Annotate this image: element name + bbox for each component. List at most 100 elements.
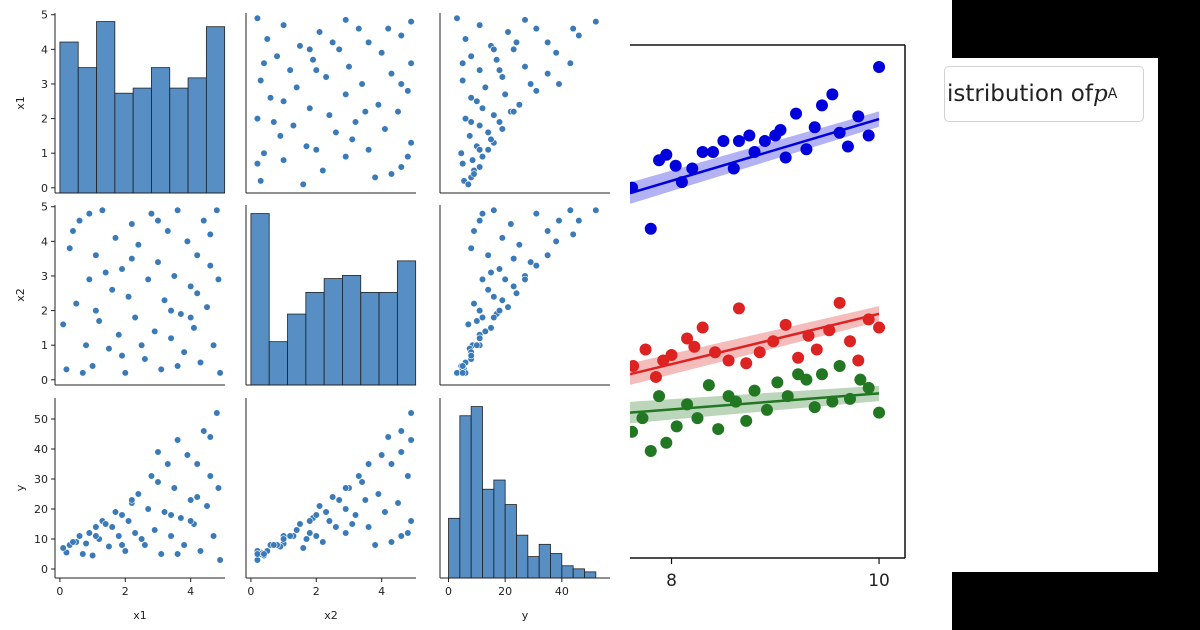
data-point	[833, 126, 846, 139]
scatter-point	[342, 16, 350, 24]
series-0	[630, 60, 886, 235]
scatter-point	[404, 87, 412, 95]
scatter-point	[507, 220, 515, 228]
scatter-point	[319, 166, 327, 175]
scatter-point	[387, 170, 396, 178]
scatter-point	[253, 556, 262, 564]
histogram-bar	[493, 479, 506, 579]
data-point	[717, 135, 730, 148]
data-point	[781, 390, 794, 403]
x-axis-label-x1: x1	[133, 609, 147, 622]
scatter-point	[115, 532, 123, 540]
scatter-point	[200, 427, 208, 435]
scatter-point	[82, 341, 90, 349]
scatter-point	[69, 538, 77, 546]
y-tick-label: 4	[41, 235, 48, 248]
scatter-point	[478, 275, 487, 284]
scatter-point	[306, 517, 314, 525]
scatter-point	[358, 478, 366, 486]
data-point	[862, 129, 875, 142]
scatter-point	[88, 551, 97, 560]
scatter-point	[164, 227, 172, 235]
scatter-point	[296, 42, 304, 50]
scatter-point	[183, 451, 192, 459]
scatter-point	[306, 529, 314, 537]
scatter-point	[88, 362, 97, 370]
data-point	[660, 436, 673, 449]
scatter-point	[371, 173, 379, 182]
y-tick-label: 0	[41, 182, 48, 195]
scatter-point	[510, 45, 518, 53]
scatter-point	[263, 35, 271, 43]
scatter-point	[319, 538, 327, 546]
histogram-bar	[187, 77, 207, 194]
scatter-point	[532, 210, 540, 218]
scatter-point	[124, 517, 133, 525]
scatter-point	[478, 210, 487, 218]
scatter-point	[510, 282, 518, 290]
scatter-point	[260, 550, 268, 558]
scatter-point	[510, 255, 518, 263]
scatter-point	[206, 433, 214, 441]
scatter-point	[214, 275, 223, 284]
scatter-point	[378, 451, 386, 459]
scatter-point	[144, 505, 152, 513]
scatter-point	[527, 258, 535, 266]
scatter-point	[306, 45, 314, 53]
x-tick-label: 2	[313, 585, 320, 598]
scatter-point	[498, 125, 506, 133]
data-point	[669, 159, 682, 172]
scatter-point	[118, 351, 126, 360]
x-tick-label: 40	[555, 585, 569, 598]
scatter-point	[193, 251, 201, 259]
scatter-point	[381, 125, 389, 133]
scatter-point	[387, 460, 396, 468]
histogram-bar	[482, 488, 495, 579]
scatter-point	[173, 206, 182, 214]
scatter-point	[335, 496, 343, 504]
scatter-point	[273, 52, 281, 60]
scatter-point	[92, 251, 100, 259]
scatter-point	[134, 241, 142, 249]
data-point	[732, 135, 745, 148]
scatter-point	[527, 80, 535, 88]
scatter-point	[521, 275, 529, 284]
scatter-point	[309, 56, 317, 64]
scatter-point	[552, 237, 560, 245]
y-axis-label-x2: x2	[14, 288, 27, 302]
scatter-point	[214, 484, 223, 492]
scatter-point	[209, 532, 218, 540]
scatter-point	[276, 132, 284, 140]
scatter-point	[342, 153, 350, 161]
scatter-point	[111, 234, 120, 242]
scatter-point	[397, 80, 405, 88]
scatter-point	[253, 114, 262, 123]
scatter-point	[108, 523, 116, 531]
legend-subscript: A	[1107, 86, 1118, 102]
scatter-point	[128, 220, 136, 228]
scatter-point	[315, 28, 324, 36]
data-point	[800, 373, 813, 386]
y-tick-label: 40	[34, 443, 48, 456]
data-point	[696, 145, 709, 158]
scatter-point	[532, 87, 540, 95]
histogram-bar	[516, 534, 529, 579]
y-tick-label: 2	[41, 305, 48, 318]
y-tick-label: 3	[41, 270, 48, 283]
scatter-point	[85, 529, 93, 537]
scatter-point	[151, 327, 159, 335]
scatter-point	[495, 306, 504, 315]
data-point	[732, 302, 745, 315]
data-point	[748, 384, 761, 397]
scatter-point	[397, 31, 405, 40]
histogram-bar	[323, 278, 343, 386]
scatter-point	[177, 310, 185, 318]
data-point	[630, 359, 640, 372]
scatter-point	[216, 369, 224, 377]
scatter-point	[121, 547, 129, 555]
scatter-point	[342, 529, 350, 537]
scatter-point	[361, 496, 369, 504]
data-point	[760, 403, 773, 416]
y-tick-label: 3	[41, 78, 48, 91]
scatter-point	[501, 275, 509, 284]
